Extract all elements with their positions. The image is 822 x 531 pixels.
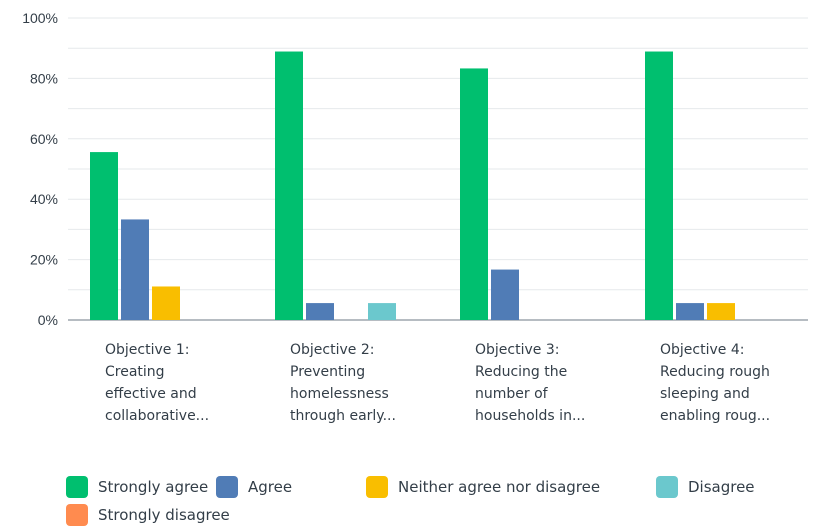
legend-swatch bbox=[656, 476, 678, 498]
bar-disagree[interactable] bbox=[368, 303, 396, 320]
bar-neither-agree-nor-disagree[interactable] bbox=[707, 303, 735, 320]
y-tick-label: 0% bbox=[38, 312, 58, 328]
x-category-label: Objective 4: Reducing rough sleeping and en… bbox=[660, 342, 770, 424]
y-tick-label: 40% bbox=[30, 191, 58, 207]
legend-swatch bbox=[216, 476, 238, 498]
legend-label: Strongly agree bbox=[98, 478, 209, 496]
bar-agree[interactable] bbox=[121, 219, 149, 320]
legend-item-agree[interactable]: Agree bbox=[216, 476, 292, 498]
x-category-label: Objective 2: Preventing homelessness throug… bbox=[290, 342, 396, 424]
legend-item-strongly-agree[interactable]: Strongly agree bbox=[66, 476, 208, 498]
y-tick-label: 20% bbox=[30, 252, 58, 268]
bar-strongly-agree[interactable] bbox=[645, 51, 673, 320]
x-category-label: Objective 1: Creating effective and collabo… bbox=[105, 342, 209, 424]
bar-strongly-agree[interactable] bbox=[460, 68, 488, 321]
bar-strongly-agree[interactable] bbox=[90, 152, 118, 320]
legend-label: Disagree bbox=[688, 478, 755, 496]
legend-item-strongly-disagree[interactable]: Strongly disagree bbox=[66, 504, 230, 526]
bar-agree[interactable] bbox=[491, 269, 519, 320]
bars bbox=[90, 51, 735, 321]
bar-strongly-agree[interactable] bbox=[275, 51, 303, 320]
legend-label: Strongly disagree bbox=[98, 506, 230, 524]
gridlines bbox=[68, 17, 808, 321]
legend-label: Neither agree nor disagree bbox=[398, 478, 601, 496]
bar-neither-agree-nor-disagree[interactable] bbox=[152, 286, 180, 320]
legend-item-neither-agree-nor-disagree[interactable]: Neither agree nor disagree bbox=[366, 476, 600, 498]
legend-label: Agree bbox=[248, 478, 293, 496]
bar-chart: 0% 20% 40% 60% 80% 100% Objective 1: Creating e… bbox=[22, 10, 808, 424]
x-category-label: Objective 3: Reducing the number of househo… bbox=[475, 342, 585, 424]
bar-agree[interactable] bbox=[676, 303, 704, 320]
y-tick-label: 60% bbox=[30, 131, 58, 147]
y-tick-label: 80% bbox=[30, 70, 58, 86]
legend-item-disagree[interactable]: Disagree bbox=[656, 476, 755, 498]
bar-agree[interactable] bbox=[306, 303, 334, 320]
y-tick-label: 100% bbox=[22, 10, 58, 26]
legend-swatch bbox=[66, 476, 88, 498]
legend-swatch bbox=[366, 476, 388, 498]
legend-swatch bbox=[66, 504, 88, 526]
x-axis-categories: Objective 1: Creating effective and collabo… bbox=[105, 342, 770, 424]
y-axis: 0% 20% 40% 60% 80% 100% bbox=[22, 10, 58, 328]
